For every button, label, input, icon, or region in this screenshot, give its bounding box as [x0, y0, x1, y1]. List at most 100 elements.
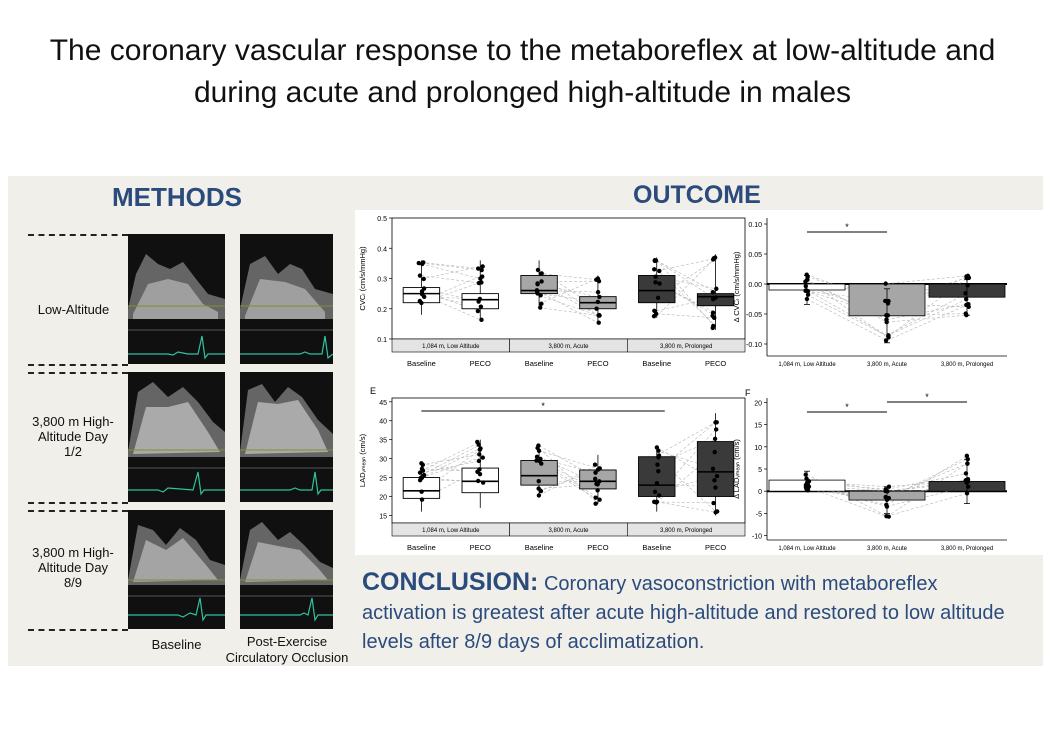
data-point [417, 470, 423, 475]
doppler-trace [240, 234, 333, 364]
data-point [595, 299, 601, 305]
data-point [419, 489, 424, 494]
data-point [886, 333, 891, 339]
data-point [653, 274, 658, 279]
paired-line [886, 478, 968, 501]
x-tick-label: PECO [705, 543, 726, 552]
data-point [534, 454, 540, 460]
doppler-image [240, 234, 333, 364]
data-point [803, 288, 809, 293]
paired-line [806, 484, 888, 506]
data-point [480, 480, 486, 485]
data-point [883, 338, 889, 343]
column-label-peco: Post-Exercise Circulatory Occlusion [225, 634, 349, 665]
data-point [593, 470, 598, 475]
paired-line [886, 304, 968, 341]
doppler-trace [128, 372, 225, 502]
data-point [805, 292, 811, 297]
doppler-trace [240, 372, 333, 502]
data-point [713, 485, 718, 490]
paired-line [806, 481, 888, 487]
y-tick-label: 0.2 [377, 307, 387, 314]
data-point [963, 311, 968, 316]
data-point [476, 280, 482, 286]
data-point [478, 304, 484, 309]
paired-line [806, 294, 888, 337]
significance-star: * [845, 402, 849, 412]
data-point [596, 320, 601, 325]
paired-line [421, 262, 481, 269]
paired-line [806, 276, 888, 302]
data-point [595, 482, 600, 487]
data-point [884, 497, 890, 503]
y-axis-label: Δ LADᵥₘₑₐₙ (cm/s) [732, 439, 741, 499]
data-point [534, 288, 540, 293]
row-label-prolonged: 3,800 m High-Altitude Day 8/9 [32, 545, 114, 590]
data-point [884, 313, 889, 318]
significance-star: * [541, 401, 545, 411]
data-point [539, 271, 544, 276]
data-point [536, 448, 542, 454]
paired-line [656, 457, 716, 512]
y-tick-label: 10 [754, 445, 762, 452]
data-point [654, 445, 660, 450]
paired-line [886, 463, 968, 498]
paired-line [886, 463, 968, 517]
conclusion-text: Coronary vasoconstriction with metaboref… [362, 573, 1005, 653]
data-point [477, 452, 482, 457]
data-point [476, 299, 481, 304]
data-point [421, 260, 426, 265]
data-point [965, 283, 970, 288]
paired-line [806, 478, 888, 492]
paired-line [886, 293, 968, 336]
data-point [421, 286, 427, 291]
data-point [655, 295, 661, 301]
outcome-chart-svg: 0.1 0.2 0.3 0.4 0.5 CVCₗ (cm/s/mmHg) Baseline P… [358, 216, 1007, 552]
methods-heading: METHODS [112, 182, 242, 212]
paired-line [656, 501, 716, 504]
data-point [884, 504, 890, 509]
paired-line [806, 482, 888, 490]
x-tick-label: 3,800 m, Prolonged [941, 362, 993, 368]
data-point [418, 475, 424, 481]
paired-line [656, 422, 716, 456]
data-point [964, 480, 969, 485]
y-tick-label: 0.00 [748, 282, 762, 289]
x-tick-label: Baseline [407, 359, 436, 368]
data-point [656, 468, 661, 474]
plot-frame [391, 217, 746, 340]
group-strip [627, 522, 746, 537]
data-point [804, 476, 809, 481]
group-label: 3,800 m, Acute [548, 528, 589, 534]
plot-frame [391, 397, 746, 524]
divider [28, 234, 128, 236]
data-point [421, 472, 427, 478]
data-point [712, 436, 718, 442]
divider [28, 372, 128, 374]
paired-line [656, 260, 716, 300]
data-point [652, 499, 657, 505]
y-tick-label: 20 [754, 400, 762, 407]
paired-line [806, 290, 888, 316]
data-point [479, 267, 484, 273]
data-point [886, 484, 892, 489]
significance-star: * [845, 222, 849, 232]
data-point [421, 276, 426, 282]
data-point [884, 319, 889, 325]
data-point [805, 488, 811, 493]
data-point [657, 281, 662, 286]
paired-line [538, 447, 599, 504]
data-point [652, 489, 658, 495]
paired-line [421, 457, 481, 479]
x-tick-label: 1,084 m, Low Altitude [778, 362, 836, 368]
data-point [536, 493, 542, 498]
data-point [595, 289, 601, 295]
data-point [538, 305, 543, 310]
data-point [803, 472, 808, 477]
x-tick-label: PECO [587, 359, 608, 368]
data-point [593, 495, 598, 500]
data-point [535, 267, 541, 273]
paired-line [886, 303, 968, 320]
group-label: 3,800 m, Prolonged [660, 528, 712, 534]
data-point [883, 298, 888, 304]
